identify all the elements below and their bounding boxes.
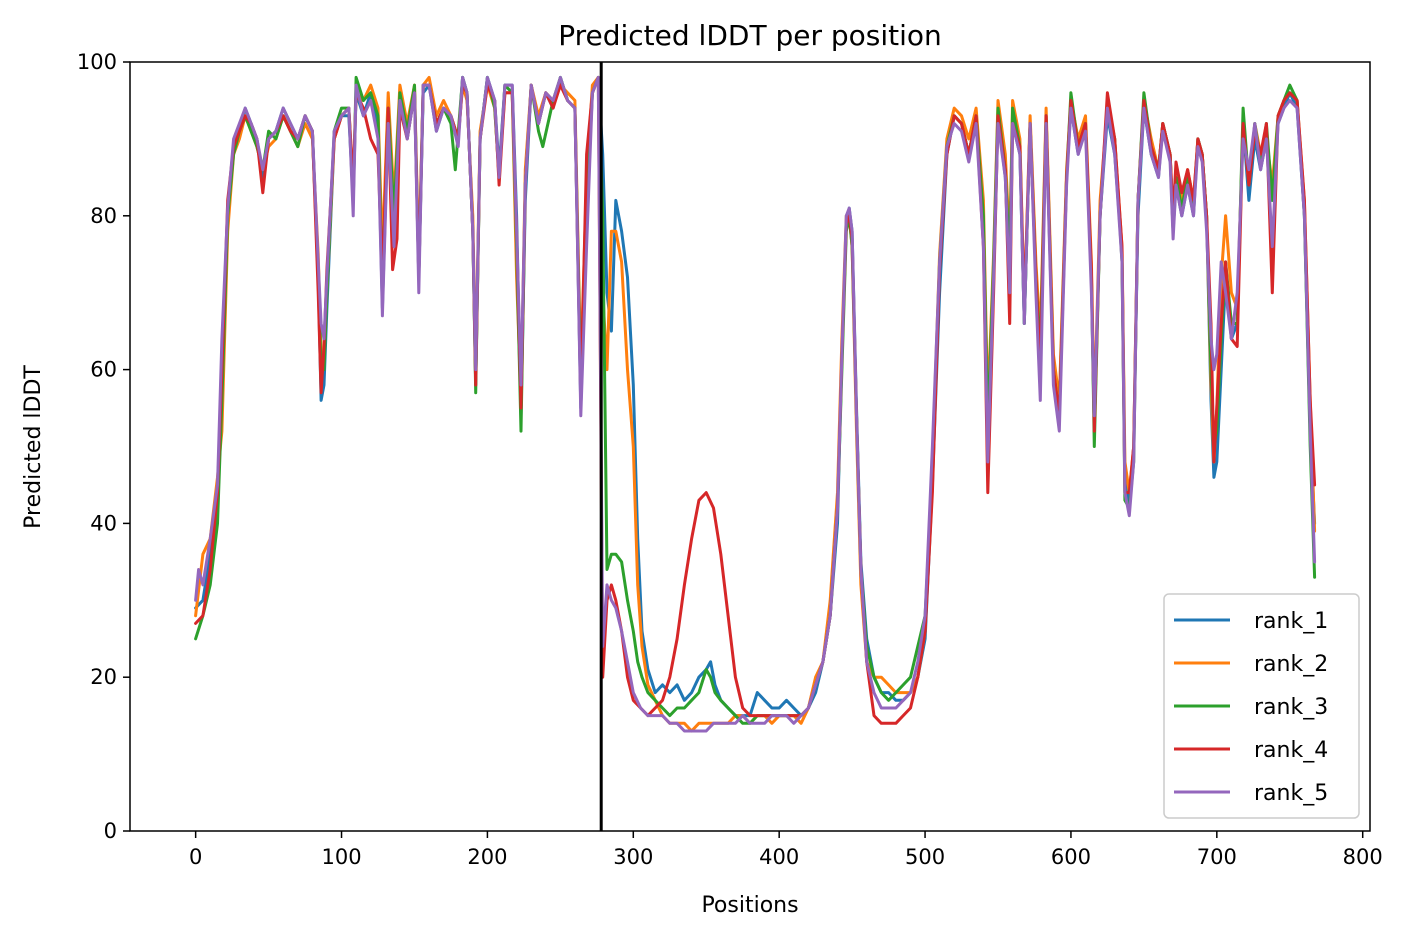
y-tick-label: 60 — [90, 358, 117, 382]
plot-frame — [129, 61, 1371, 832]
x-tick-label: 700 — [1197, 845, 1237, 869]
x-tick-label: 800 — [1343, 845, 1383, 869]
legend-box — [1163, 593, 1360, 819]
legend-label-rank_1: rank_1 — [1254, 609, 1328, 634]
x-tick-label: 500 — [905, 845, 945, 869]
series-line-rank_3 — [194, 75, 1317, 725]
y-tick-label: 80 — [90, 204, 117, 228]
axis-layer: 0 100 200 300 400 500 600 700 800 0 20 40 60 80 100 — [77, 50, 1383, 869]
x-axis-label: Positions — [701, 893, 798, 918]
series-line-rank_2 — [194, 75, 1317, 733]
y-tick-label: 0 — [104, 819, 117, 843]
y-tick-label: 100 — [77, 50, 117, 74]
x-tick-label: 100 — [321, 845, 361, 869]
series-line-rank_1 — [194, 75, 1317, 718]
x-tick-label: 400 — [759, 845, 799, 869]
y-tick-label: 20 — [90, 665, 117, 689]
series-line-rank_5 — [194, 75, 1317, 733]
legend-label-rank_3: rank_3 — [1254, 695, 1328, 720]
legend-label-rank_5: rank_5 — [1254, 781, 1328, 806]
series-line-rank_4 — [194, 75, 1317, 725]
legend: rank_1 rank_2 rank_3 rank_4 rank_5 — [1163, 593, 1360, 819]
x-tick-label: 300 — [613, 845, 653, 869]
x-tick-label: 200 — [467, 845, 507, 869]
x-tick-label: 600 — [1051, 845, 1091, 869]
y-axis-label: Predicted lDDT — [21, 365, 46, 529]
legend-label-rank_4: rank_4 — [1254, 738, 1328, 763]
chart-title: Predicted lDDT per position — [558, 19, 942, 52]
y-tick-label: 40 — [90, 511, 117, 535]
x-tick-label: 0 — [189, 845, 202, 869]
series-layer — [194, 75, 1317, 733]
legend-label-rank_2: rank_2 — [1254, 652, 1328, 677]
